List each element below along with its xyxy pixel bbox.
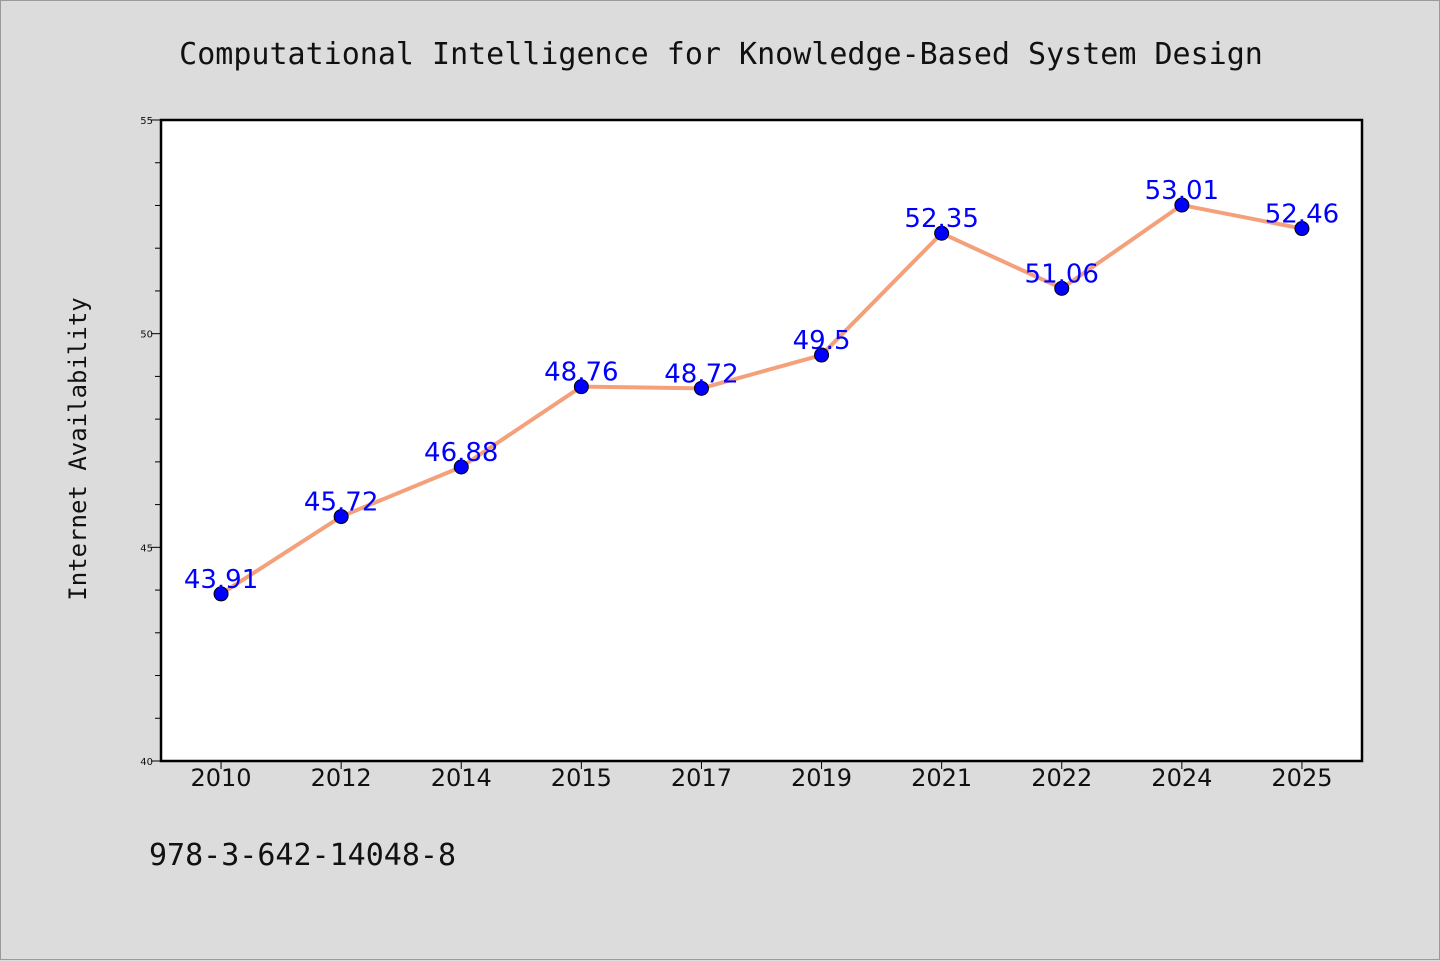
x-tick-label: 2024 <box>1151 764 1212 792</box>
y-tick-label: 55 <box>140 116 153 127</box>
data-point <box>1054 280 1070 296</box>
data-label: 53.01 <box>1145 176 1219 206</box>
data-label: 46.88 <box>424 438 498 468</box>
data-label: 52.35 <box>904 204 978 234</box>
x-tick-label: 2022 <box>1031 764 1092 792</box>
plot-border <box>159 118 1364 763</box>
data-point <box>333 509 349 525</box>
data-label: 48.72 <box>664 359 738 389</box>
x-tick-label: 2021 <box>911 764 972 792</box>
plot-area <box>161 120 1362 761</box>
data-point <box>814 347 830 363</box>
y-tick-label: 50 <box>140 330 153 341</box>
series-line <box>219 203 1304 596</box>
data-point <box>934 225 950 241</box>
data-point <box>1294 221 1310 237</box>
chart-title: Computational Intelligence for Knowledge… <box>179 37 1263 72</box>
data-label: 43.91 <box>184 565 258 595</box>
y-tick-label: 40 <box>140 757 153 768</box>
x-tick-label: 2012 <box>311 764 372 792</box>
x-tick-label: 2017 <box>671 764 732 792</box>
x-tick-label: 2025 <box>1271 764 1332 792</box>
isbn-text: 978-3-642-14048-8 <box>149 838 456 873</box>
data-label: 52.46 <box>1265 200 1339 230</box>
y-tick-label: 45 <box>140 543 153 554</box>
data-label: 45.72 <box>304 488 378 518</box>
data-point <box>213 586 229 602</box>
x-tick-label: 2014 <box>431 764 492 792</box>
x-tick-label: 2015 <box>551 764 612 792</box>
y-axis-label: Internet Availability <box>64 297 92 600</box>
data-point <box>1174 197 1190 213</box>
x-tick-label: 2019 <box>791 764 852 792</box>
data-label: 51.06 <box>1025 259 1099 289</box>
x-tick-label: 2010 <box>191 764 252 792</box>
data-point <box>573 379 589 395</box>
data-point <box>453 459 469 475</box>
data-label: 48.76 <box>544 358 618 388</box>
data-label: 49.5 <box>793 326 851 356</box>
y-axis: 40 45 50 55 <box>140 116 161 768</box>
series-layer: 43.91 45.72 46.88 48.76 48.72 49.5 52.35 51.06 5… <box>184 176 1339 602</box>
x-axis: 2010 2012 2014 2015 2017 2019 2021 2022 2024 2025 <box>191 761 1332 792</box>
data-point <box>693 380 709 396</box>
